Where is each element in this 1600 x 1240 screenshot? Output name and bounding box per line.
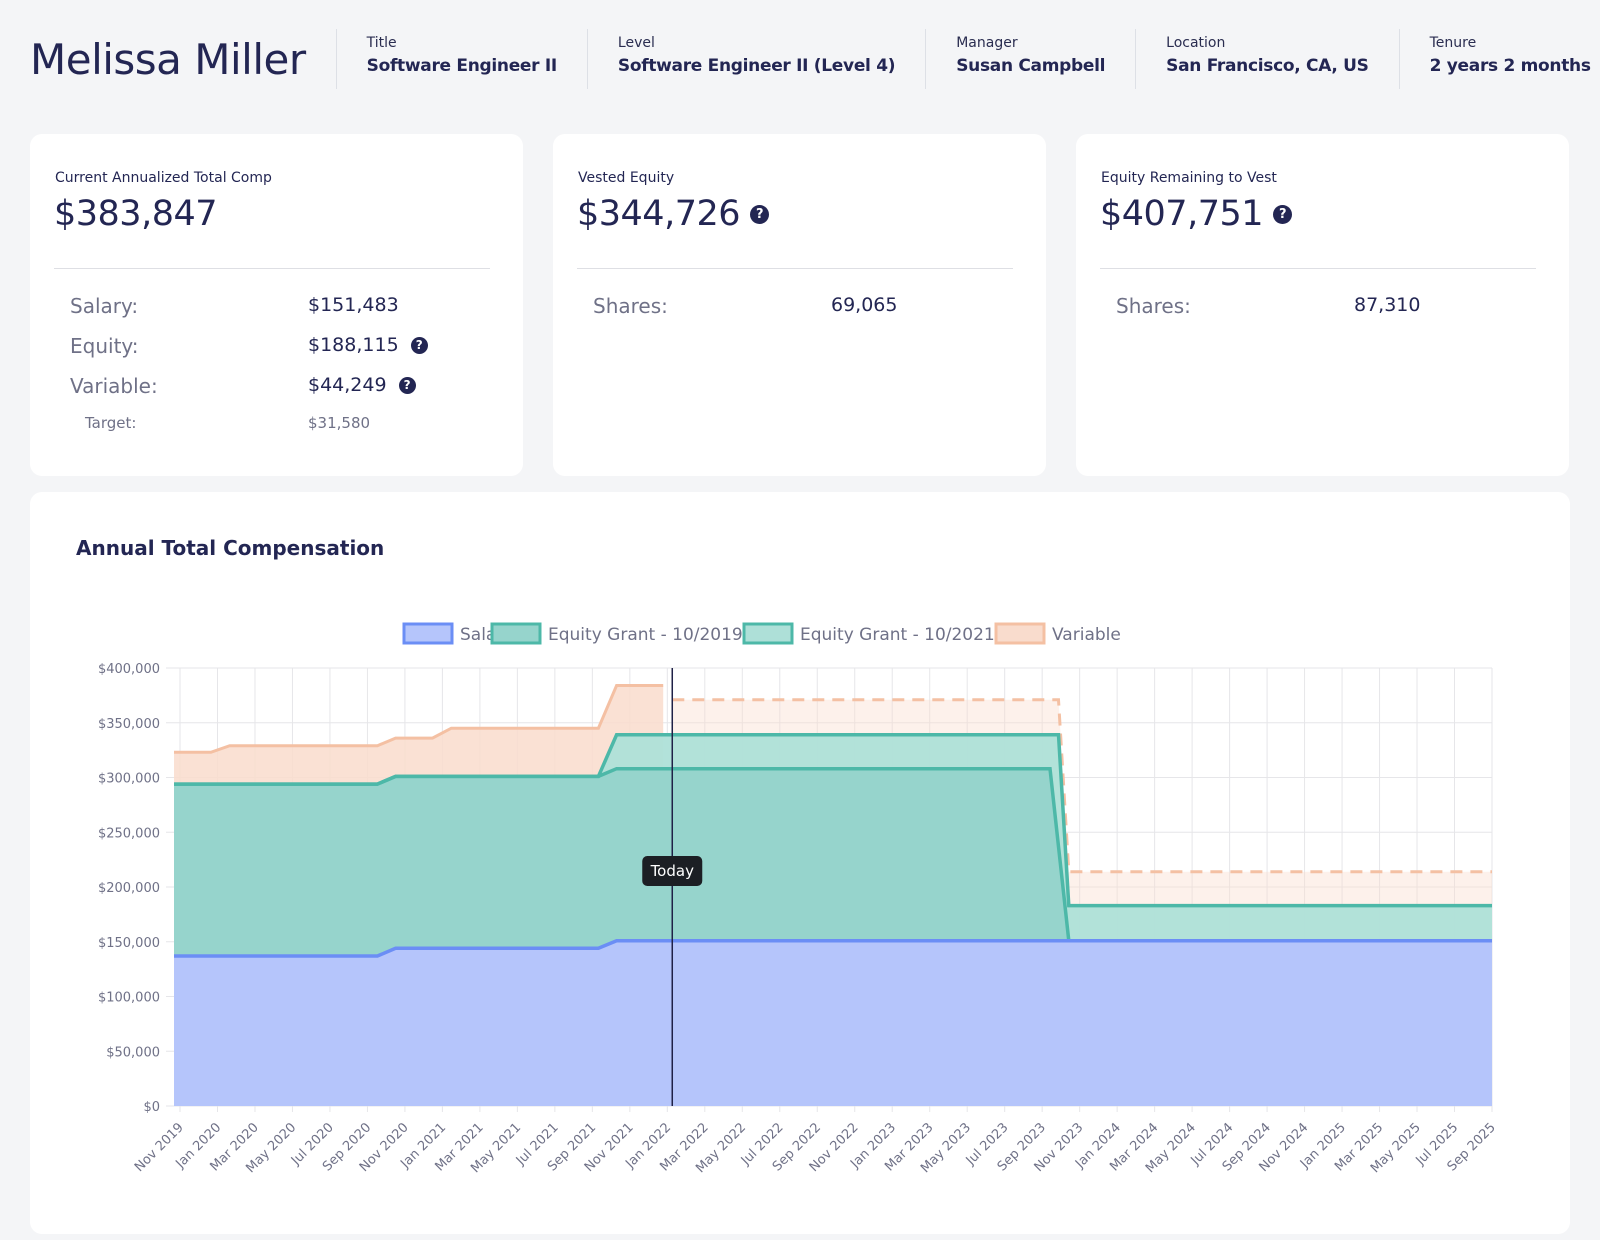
y-tick-label: $0 xyxy=(143,1100,160,1115)
legend-label: Variable xyxy=(1052,625,1121,645)
field-value: Software Engineer II xyxy=(366,56,558,76)
remaining-equity-card: Equity Remaining to Vest $407,751? Share… xyxy=(1076,134,1569,476)
remaining-equity-amount: $407,751? xyxy=(1100,194,1293,234)
variable-label: Variable: xyxy=(70,374,158,398)
y-tick-label: $150,000 xyxy=(98,936,160,951)
field-label: Level xyxy=(617,35,655,51)
y-tick-label: $100,000 xyxy=(98,991,160,1006)
chart-title: Annual Total Compensation xyxy=(76,536,385,560)
title-field: Title Software Engineer II xyxy=(335,29,587,89)
equity-grant-2019-line xyxy=(174,766,1492,943)
legend-swatch xyxy=(742,622,794,645)
total-comp-card: Current Annualized Total Comp $383,847 S… xyxy=(30,134,523,476)
field-value: Susan Campbell xyxy=(956,56,1106,76)
amount-value: $407,751 xyxy=(1100,194,1264,234)
manager-field: Manager Susan Campbell xyxy=(925,29,1135,89)
question-circle-icon[interactable]: ? xyxy=(1273,204,1293,224)
target-value: $31,580 xyxy=(308,414,371,432)
field-label: Manager xyxy=(956,35,1018,51)
legend-label: Equity Grant - 10/2021 xyxy=(800,625,995,645)
amount-value: $344,726 xyxy=(577,194,741,234)
value-text: $151,483 xyxy=(308,294,399,316)
shares-label: Shares: xyxy=(1116,294,1191,318)
today-tooltip-label: Today xyxy=(650,862,695,880)
question-circle-icon[interactable]: ? xyxy=(410,336,428,354)
equity-value: $188,115? xyxy=(308,334,428,356)
variable-line xyxy=(174,684,664,754)
field-label: Location xyxy=(1166,35,1226,51)
field-label: Title xyxy=(366,35,397,51)
equity-label: Equity: xyxy=(70,334,139,358)
vested-equity-amount: $344,726? xyxy=(577,194,770,234)
amount-value: $383,847 xyxy=(54,194,218,234)
value-text: $44,249 xyxy=(308,374,387,396)
card-divider xyxy=(1100,268,1536,269)
y-tick-label: $200,000 xyxy=(98,881,160,896)
shares-label: Shares: xyxy=(593,294,668,318)
employee-name: Melissa Miller xyxy=(30,34,306,84)
variable-projected-line xyxy=(672,698,1492,874)
annual-comp-chart-card: Annual Total Compensation $0 $50,000 $100,… xyxy=(30,492,1570,1234)
y-tick-label: $50,000 xyxy=(106,1045,160,1060)
variable-value: $44,249? xyxy=(308,374,416,396)
field-value: San Francisco, CA, US xyxy=(1166,56,1369,76)
legend-label: Equity Grant - 10/2019 xyxy=(548,625,743,645)
y-tick-label: $250,000 xyxy=(98,826,160,841)
location-field: Location San Francisco, CA, US xyxy=(1135,29,1398,89)
today-tooltip-box xyxy=(642,856,703,886)
field-value: Software Engineer II (Level 4) xyxy=(617,56,896,76)
value-text: $188,115 xyxy=(308,334,399,356)
card-title: Vested Equity xyxy=(578,170,675,186)
shares-value: 69,065 xyxy=(831,294,898,316)
card-divider xyxy=(577,268,1013,269)
level-field: Level Software Engineer II (Level 4) xyxy=(586,29,925,89)
y-tick-label: $300,000 xyxy=(98,772,160,787)
field-label: Tenure xyxy=(1429,35,1477,51)
shares-value: 87,310 xyxy=(1354,294,1421,316)
employee-header: Melissa Miller Title Software Engineer I… xyxy=(30,28,1600,90)
legend-swatch xyxy=(490,622,542,645)
salary-line xyxy=(174,938,1492,958)
target-label: Target: xyxy=(85,414,137,432)
tenure-field: Tenure 2 years 2 months xyxy=(1398,29,1600,89)
salary-label: Salary: xyxy=(70,294,139,318)
question-circle-icon[interactable]: ? xyxy=(750,204,770,224)
y-tick-label: $400,000 xyxy=(98,662,160,677)
total-comp-amount: $383,847 xyxy=(54,194,218,234)
salary-area xyxy=(174,940,1492,1106)
annual-comp-chart: $0 $50,000 $100,000 $150,000 $200,000 $250,00… xyxy=(98,622,1499,1176)
y-tick-label: $350,000 xyxy=(98,717,160,732)
legend-swatch xyxy=(402,622,454,645)
card-title: Current Annualized Total Comp xyxy=(55,170,272,186)
salary-value: $151,483 xyxy=(308,294,399,316)
question-circle-icon[interactable]: ? xyxy=(398,376,416,394)
field-value: 2 years 2 months xyxy=(1429,56,1591,76)
legend-swatch xyxy=(994,622,1046,645)
card-divider xyxy=(54,268,490,269)
card-title: Equity Remaining to Vest xyxy=(1101,170,1277,186)
vested-equity-card: Vested Equity $344,726? Shares: 69,065 xyxy=(553,134,1046,476)
